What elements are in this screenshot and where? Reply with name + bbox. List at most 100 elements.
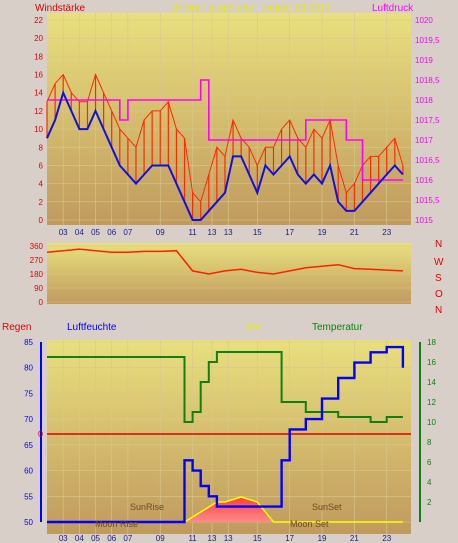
- pressure-tick-label: 1019: [415, 56, 433, 65]
- wind-x-tick-label: 06: [107, 228, 116, 237]
- wind-x-tick-label: 13: [224, 228, 233, 237]
- humidity-x-tick-label: 09: [156, 534, 165, 543]
- wind-gust-line: [46, 73, 404, 203]
- series: [46, 73, 411, 524]
- wind-tick-label: 20: [34, 34, 43, 43]
- humidity-x-tick-label: 07: [123, 534, 132, 543]
- sunrise-label: SunRise: [130, 502, 164, 512]
- pressure-tick-label: 1017: [415, 136, 433, 145]
- pressure-tick-label: 1018,5: [415, 76, 440, 85]
- humidity-x-tick-label: 21: [350, 534, 359, 543]
- humidity-x-tick-label: 03: [59, 534, 68, 543]
- direction-tick-label: 360: [30, 242, 44, 251]
- wind-avg-line: [46, 89, 404, 221]
- direction-line: [46, 248, 403, 275]
- uv-label: UV: [247, 322, 261, 333]
- direction-tick-label: 270: [30, 256, 44, 265]
- moonrise-label: Moon Rise: [95, 519, 138, 529]
- moonset-label: Moon Set: [290, 519, 329, 529]
- wind-x-tick-label: 13: [208, 228, 217, 237]
- pressure-tick-label: 1017,5: [415, 116, 440, 125]
- direction-tick-label: 90: [34, 284, 43, 293]
- wind-tick-label: 8: [39, 143, 44, 152]
- humidity-tick-label: 50: [24, 518, 33, 527]
- temperature-tick-label: 2: [427, 498, 432, 507]
- pressure-tick-label: 1016,5: [415, 156, 440, 165]
- compass-s: S: [435, 273, 442, 284]
- pressure-tick-label: 1019,5: [415, 36, 440, 45]
- direction-tick-label: 0: [39, 298, 44, 307]
- humidity-x-tick-label: 13: [224, 534, 233, 543]
- pressure-line: [47, 79, 403, 181]
- wind-tick-label: 18: [34, 52, 43, 61]
- wind-x-tick-label: 09: [156, 228, 165, 237]
- humidity-x-tick-label: 06: [107, 534, 116, 543]
- direction-plot-area: [47, 243, 411, 304]
- wind-tick-label: 0: [39, 216, 44, 225]
- pressure-tick-label: 1015: [415, 216, 433, 225]
- wind-x-tick-label: 23: [382, 228, 391, 237]
- humidity-x-tick-label: 17: [285, 534, 294, 543]
- humidity-tick-label: 65: [24, 441, 33, 450]
- temperature-tick-label: 4: [427, 478, 432, 487]
- temperatur-label: Temperatur: [312, 322, 363, 333]
- temperature-tick-label: 6: [427, 458, 432, 467]
- temperature-tick-label: 10: [427, 418, 436, 427]
- humidity-x-tick-label: 23: [382, 534, 391, 543]
- uv-area: [47, 497, 403, 522]
- temperature-tick-label: 16: [427, 358, 436, 367]
- pressure-tick-label: 1018: [415, 96, 433, 105]
- graph-title: 24 hour graph day : Januar 23.2017: [172, 3, 331, 14]
- pressure-tick-label: 1020: [415, 16, 433, 25]
- humidity-x-tick-label: 13: [208, 534, 217, 543]
- wind-tick-label: 12: [34, 107, 43, 116]
- rain-zero-label: 0: [38, 429, 43, 439]
- sunset-label: SunSet: [312, 502, 342, 512]
- wind-x-tick-label: 11: [188, 228, 197, 237]
- pressure-tick-label: 1016: [415, 176, 433, 185]
- humidity-x-tick-label: 19: [318, 534, 327, 543]
- humidity-x-tick-label: 15: [253, 534, 262, 543]
- compass-n-bottom: N: [435, 305, 442, 316]
- wind-plot-area: [47, 13, 411, 225]
- wind-x-tick-label: 15: [253, 228, 262, 237]
- direction-tick-label: 180: [30, 270, 44, 279]
- luftfeuchte-label: Luftfeuchte: [67, 322, 117, 333]
- wind-tick-label: 22: [34, 16, 43, 25]
- humidity-x-tick-label: 11: [188, 534, 197, 543]
- luftdruck-label: Luftdruck: [372, 3, 414, 14]
- temperature-tick-label: 8: [427, 438, 432, 447]
- temperature-tick-label: 14: [427, 378, 436, 387]
- wind-tick-label: 4: [39, 180, 44, 189]
- humidity-tick-label: 75: [24, 389, 33, 398]
- humidity-tick-label: 55: [24, 492, 33, 501]
- compass-n-top: N: [435, 239, 442, 250]
- humidity-tick-label: 85: [24, 338, 33, 347]
- humidity-x-tick-label: 04: [75, 534, 84, 543]
- wind-x-tick-label: 21: [350, 228, 359, 237]
- wind-tick-label: 16: [34, 71, 43, 80]
- wind-x-tick-label: 17: [285, 228, 294, 237]
- humidity-tick-label: 70: [24, 415, 33, 424]
- wind-tick-label: 2: [39, 198, 44, 207]
- temperature-line: [47, 351, 403, 423]
- wind-tick-label: 14: [34, 89, 43, 98]
- wind-x-tick-label: 03: [59, 228, 68, 237]
- humidity-x-tick-label: 05: [91, 534, 100, 543]
- humidity-line: [47, 345, 405, 524]
- wind-x-tick-label: 07: [123, 228, 132, 237]
- wind-tick-label: 6: [39, 161, 44, 170]
- wind-x-tick-label: 04: [75, 228, 84, 237]
- wind-x-tick-label: 05: [91, 228, 100, 237]
- humidity-tick-label: 60: [24, 467, 33, 476]
- regen-label: Regen: [2, 322, 31, 333]
- windstaerke-label: Windstärke: [35, 3, 85, 14]
- pressure-tick-label: 1015,5: [415, 196, 440, 205]
- axes: 024681012141618202210151015,510161016,51…: [24, 16, 440, 543]
- compass-o: O: [435, 289, 443, 300]
- wind-x-tick-label: 19: [318, 228, 327, 237]
- humidity-tick-label: 80: [24, 364, 33, 373]
- temperature-tick-label: 12: [427, 398, 436, 407]
